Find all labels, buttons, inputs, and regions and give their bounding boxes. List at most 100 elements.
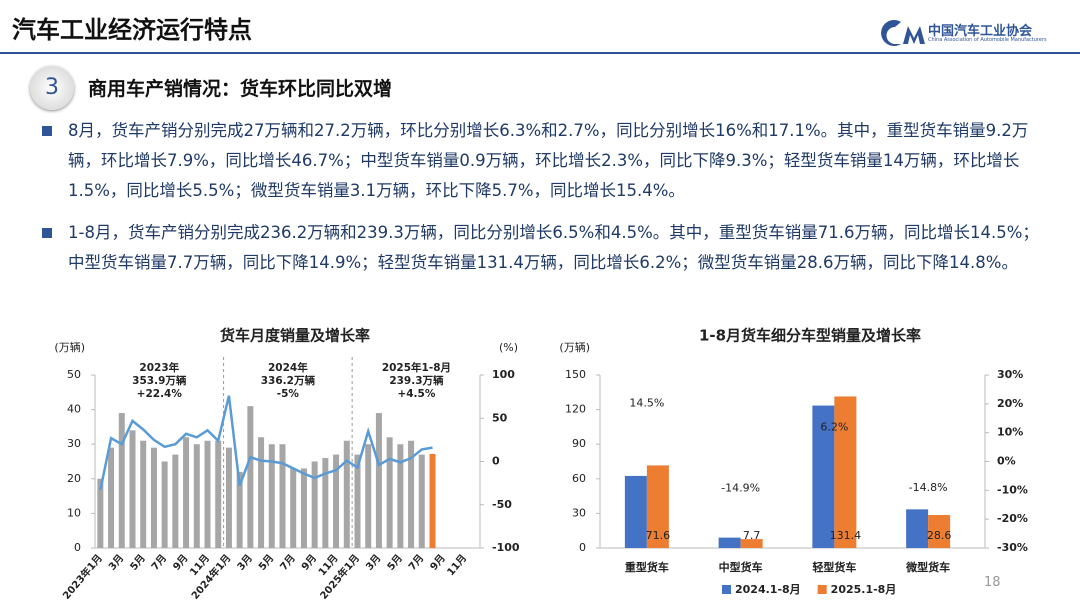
x-tick-label: 5月 [256, 552, 276, 573]
bar [311, 461, 318, 548]
x-tick-label: 重型货车 [625, 560, 669, 574]
bullet: 1-8月，货车产销分别完成236.2万辆和239.3万辆，同比分别增长6.5%和… [40, 218, 1050, 278]
bar [906, 509, 929, 548]
bar [386, 437, 393, 548]
bar [118, 413, 125, 548]
y2-tick-label: -50 [492, 498, 512, 511]
y2-tick-label: -20% [997, 512, 1028, 525]
y2-tick-label: 50 [492, 411, 508, 424]
growth-label: 14.5% [629, 397, 664, 410]
bar [225, 447, 232, 548]
bar [834, 396, 857, 548]
y-tick-label: 60 [572, 472, 586, 485]
x-tick-label: 3月 [235, 552, 255, 573]
y2-axis-label: (%) [499, 341, 518, 354]
y2-tick-label: -30% [997, 541, 1028, 554]
growth-label: -14.8% [909, 481, 948, 494]
x-tick-label: 9月 [428, 552, 448, 573]
y-tick-label: 150 [565, 368, 586, 381]
x-tick-label: 3月 [106, 552, 126, 573]
bar-value-label: 7.7 [743, 529, 761, 542]
page-number: 18 [984, 575, 1001, 590]
bar [290, 468, 297, 548]
y2-tick-label: 30% [997, 368, 1023, 381]
bar [268, 444, 275, 548]
growth-label: -14.9% [721, 481, 760, 494]
annotation: 2025年1-8月 [382, 361, 451, 374]
bar-value-label: 28.6 [927, 529, 952, 542]
y-axis-label: (万辆) [54, 340, 85, 354]
bar [300, 468, 307, 548]
x-tick-label: 微型货车 [905, 560, 950, 574]
bar [236, 471, 243, 548]
bar [108, 447, 115, 548]
section-title: 商用车产销情况：货车环比同比双增 [88, 78, 393, 100]
annotation: +22.4% [137, 388, 183, 400]
bar [279, 444, 286, 548]
bar [215, 440, 222, 548]
y-tick-label: 20 [67, 472, 81, 485]
y2-tick-label: -100 [492, 541, 520, 554]
y-tick-label: 90 [572, 437, 586, 450]
bar [333, 454, 340, 548]
x-tick-label: 11月 [445, 552, 470, 578]
annotation: 2024年 [268, 361, 308, 374]
bar [247, 406, 254, 548]
x-tick-label: 轻型货车 [812, 560, 856, 574]
growth-label: 6.2% [820, 421, 848, 434]
y-tick-label: 30 [572, 506, 586, 519]
bar [375, 413, 382, 548]
bar [624, 475, 647, 548]
bar [646, 465, 669, 548]
bar [150, 447, 157, 548]
bar [161, 461, 168, 548]
annotation: 336.2万辆 [261, 374, 316, 387]
bar-value-label: 71.6 [646, 529, 671, 542]
bar [97, 478, 104, 548]
bar [172, 454, 179, 548]
x-tick-label: 中型货车 [719, 560, 763, 574]
logo [881, 20, 925, 46]
y-tick-label: 30 [67, 437, 81, 450]
y-tick-label: 120 [565, 403, 586, 416]
bar [397, 444, 404, 548]
annotation: -5% [277, 388, 300, 400]
page-title: 汽车工业经济运行特点 [12, 16, 252, 44]
header-rule [0, 52, 1080, 54]
bar [258, 437, 265, 548]
bar [140, 440, 147, 548]
section-number: 3 [30, 66, 74, 110]
annotation: +4.5% [397, 388, 435, 400]
annotation: 2023年 [139, 361, 179, 374]
x-tick-label: 5月 [128, 552, 148, 573]
y2-tick-label: -10% [997, 483, 1028, 496]
bar [193, 444, 200, 548]
bar [812, 405, 835, 548]
bar [928, 515, 951, 548]
legend-label: 2025.1-8月 [831, 583, 897, 596]
y-tick-label: 50 [67, 368, 81, 381]
legend-swatch [817, 585, 827, 594]
y2-tick-label: 20% [997, 397, 1023, 410]
legend-swatch [722, 585, 731, 594]
bar [365, 444, 372, 548]
annotation: 353.9万辆 [132, 374, 187, 387]
x-tick-label: 5月 [385, 552, 405, 573]
x-tick-label: 9月 [171, 552, 191, 573]
bar [418, 454, 425, 548]
org-name: 中国汽车工业协会 [928, 24, 1033, 39]
bar [129, 430, 136, 548]
chart-title: 货车月度销量及增长率 [220, 327, 370, 345]
bar [740, 539, 763, 548]
annotation: 239.3万辆 [389, 374, 444, 387]
y-tick-label: 10 [67, 506, 81, 519]
bullet: 8月，货车产销分别完成27万辆和27.2万辆，环比分别增长6.3%和2.7%，同… [40, 116, 1050, 206]
bar [718, 537, 741, 548]
bar [204, 440, 211, 548]
chart-title: 1-8月货车细分车型销量及增长率 [699, 327, 921, 345]
growth-line [99, 395, 433, 491]
y2-tick-label: 0 [492, 455, 500, 468]
x-tick-label: 3月 [363, 552, 383, 573]
bar [343, 440, 350, 548]
